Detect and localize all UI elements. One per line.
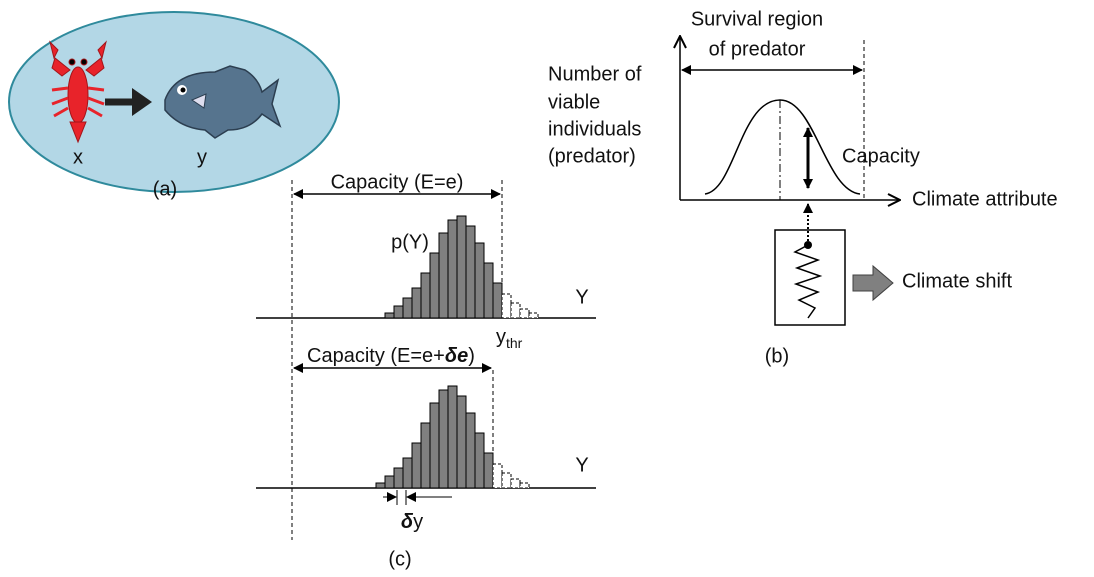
shift-label: Climate shift bbox=[902, 270, 1012, 292]
histogram-bin bbox=[465, 412, 476, 489]
histogram-bin bbox=[393, 467, 404, 489]
capacity-label: Capacity bbox=[842, 145, 920, 167]
histogram-bin bbox=[384, 475, 395, 489]
distribution-label: p(Y) bbox=[391, 231, 429, 253]
climate-point bbox=[804, 241, 812, 249]
caption: (b) bbox=[765, 345, 789, 367]
title-line: of predator bbox=[709, 38, 806, 60]
y-label-line: (predator) bbox=[548, 145, 636, 167]
tail-bin bbox=[501, 472, 512, 489]
capacity-text: Capacity (E=e+ bbox=[307, 345, 445, 367]
climate-box bbox=[774, 229, 846, 326]
histogram-bin bbox=[456, 395, 467, 489]
capacity-label: Capacity (E=e) bbox=[331, 171, 464, 193]
histogram-bin bbox=[375, 482, 386, 489]
y-label-line: viable bbox=[548, 91, 600, 113]
climate-signal bbox=[793, 244, 823, 319]
panel-b: Survival region of predator Number of vi… bbox=[548, 8, 1058, 367]
histogram-bin bbox=[384, 312, 395, 319]
axis-label: Y bbox=[575, 286, 588, 308]
viability-curve bbox=[704, 99, 861, 195]
axis-label: Y bbox=[575, 454, 588, 476]
histogram-bin bbox=[402, 457, 413, 489]
tail-bin bbox=[528, 312, 539, 319]
histogram-bin bbox=[429, 252, 440, 319]
eats-arrow-head bbox=[132, 88, 152, 116]
threshold-sub: thr bbox=[506, 335, 523, 351]
histogram-bin bbox=[483, 452, 494, 489]
caption: (a) bbox=[153, 178, 177, 200]
lobster bbox=[49, 40, 107, 144]
shift-label: δy bbox=[401, 511, 423, 533]
histogram-bin bbox=[474, 242, 485, 319]
histogram-bin bbox=[492, 282, 503, 319]
histogram-bin bbox=[456, 215, 467, 319]
histogram-bin bbox=[402, 297, 413, 319]
tail-bin bbox=[519, 308, 530, 319]
shift-arrow bbox=[852, 264, 894, 302]
tail-bin bbox=[492, 463, 503, 489]
histogram-bin bbox=[438, 389, 449, 489]
histogram-bin bbox=[420, 272, 431, 319]
histogram-bin bbox=[465, 225, 476, 319]
tail-bin bbox=[510, 302, 521, 319]
threshold-label: ythr bbox=[496, 326, 523, 350]
histogram-bin bbox=[411, 442, 422, 489]
histogram-bin bbox=[420, 422, 431, 489]
fish bbox=[164, 65, 282, 139]
tail-bin bbox=[501, 293, 512, 319]
prey-label: x bbox=[73, 146, 83, 168]
shift-var: y bbox=[413, 511, 423, 533]
histogram-bin bbox=[438, 232, 449, 319]
capacity-label: Capacity (E=e+δe) bbox=[307, 345, 475, 367]
caption: (c) bbox=[388, 548, 411, 570]
histogram-bin bbox=[474, 432, 485, 489]
histogram-bin bbox=[411, 287, 422, 319]
capacity-text: ) bbox=[468, 345, 475, 367]
threshold-main: y bbox=[496, 326, 506, 348]
title-line: Survival region bbox=[691, 8, 823, 30]
panel-a: x y (a) bbox=[8, 11, 340, 200]
histogram-bin bbox=[447, 385, 458, 489]
y-label-line: Number of bbox=[548, 63, 642, 85]
capacity-delta: δe bbox=[445, 345, 468, 367]
y-label-line: individuals bbox=[548, 118, 641, 140]
shift-symbol: δ bbox=[401, 511, 414, 533]
tail-bin bbox=[510, 478, 521, 489]
x-label: Climate attribute bbox=[912, 188, 1058, 210]
histogram-bin bbox=[429, 402, 440, 489]
histogram-bin bbox=[447, 219, 458, 319]
predator-label: y bbox=[197, 146, 207, 168]
panel-c: Capacity (E=e) p(Y) Y ythr Capacity (E=e… bbox=[256, 171, 596, 570]
histogram-bin bbox=[393, 305, 404, 319]
histogram-bin bbox=[483, 262, 494, 319]
tail-bin bbox=[519, 482, 530, 489]
